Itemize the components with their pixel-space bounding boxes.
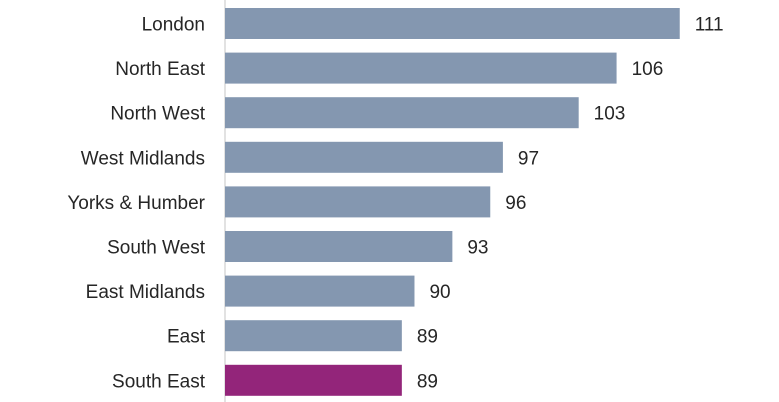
bar-east-midlands — [225, 275, 415, 307]
bar-south-east — [225, 364, 402, 396]
value-label: 111 — [695, 15, 724, 36]
category-label: South West — [107, 238, 206, 259]
category-label: North East — [115, 59, 205, 80]
value-label: 89 — [417, 371, 438, 392]
category-label: East Midlands — [86, 282, 205, 303]
value-label: 96 — [505, 193, 526, 214]
category-label: London — [142, 15, 205, 36]
category-labels-group: London North East North West West Midlands Y… — [67, 15, 205, 393]
bar-london — [225, 8, 680, 39]
value-label: 89 — [417, 327, 438, 348]
bar-west-midlands — [225, 141, 503, 173]
category-label: South East — [112, 371, 206, 392]
value-label: 103 — [594, 104, 626, 125]
value-labels-group: 111 106 103 97 96 93 90 89 89 — [417, 15, 724, 393]
value-label: 106 — [632, 59, 664, 80]
value-label: 90 — [429, 282, 450, 303]
category-label: Yorks & Humber — [67, 193, 205, 214]
value-label: 93 — [467, 238, 488, 259]
category-label: East — [167, 327, 206, 348]
category-label: West Midlands — [81, 148, 205, 169]
bar-south-west — [225, 231, 453, 262]
value-label: 97 — [518, 148, 539, 169]
bar-north-east — [225, 52, 617, 84]
bar-north-west — [225, 97, 579, 129]
bars-group — [225, 8, 680, 396]
bar-east — [225, 320, 402, 352]
bar-yorks-humber — [225, 186, 491, 218]
category-label: North West — [110, 104, 205, 125]
